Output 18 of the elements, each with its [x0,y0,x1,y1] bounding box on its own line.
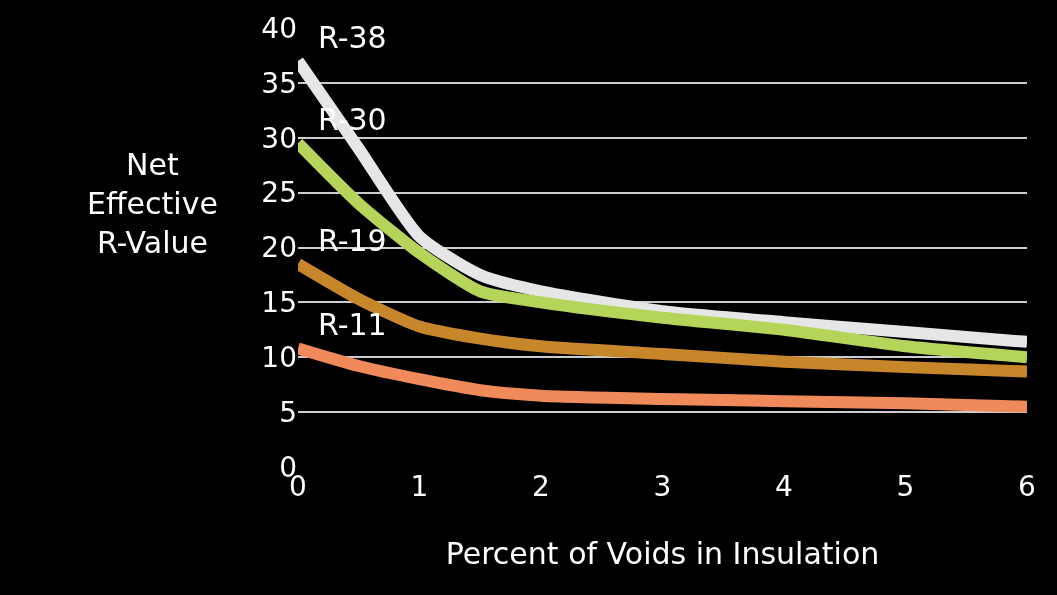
y-axis-title: Net Effective R-Value [87,147,218,260]
y-tick-label: 30 [261,121,297,155]
x-tick-label: 1 [410,470,429,503]
x-tick-label: 2 [532,470,550,503]
y-tick-label: 35 [261,66,297,100]
y-tick-label: 40 [261,11,297,45]
x-tick-label: 5 [896,470,915,503]
y-tick-label: 20 [261,231,297,265]
y-tick-label: 15 [261,286,297,320]
x-tick-label: 4 [775,470,793,503]
series-label: R-38 [318,20,387,55]
series-label: R-11 [318,307,387,342]
x-axis-title: Percent of Voids in Insulation [445,535,880,571]
x-tick-label: 3 [653,470,672,503]
y-tick-label: 10 [261,341,297,375]
x-tick-label: 6 [1018,470,1036,503]
y-tick-label: 25 [261,176,297,210]
y-tick-label: 5 [279,395,297,429]
